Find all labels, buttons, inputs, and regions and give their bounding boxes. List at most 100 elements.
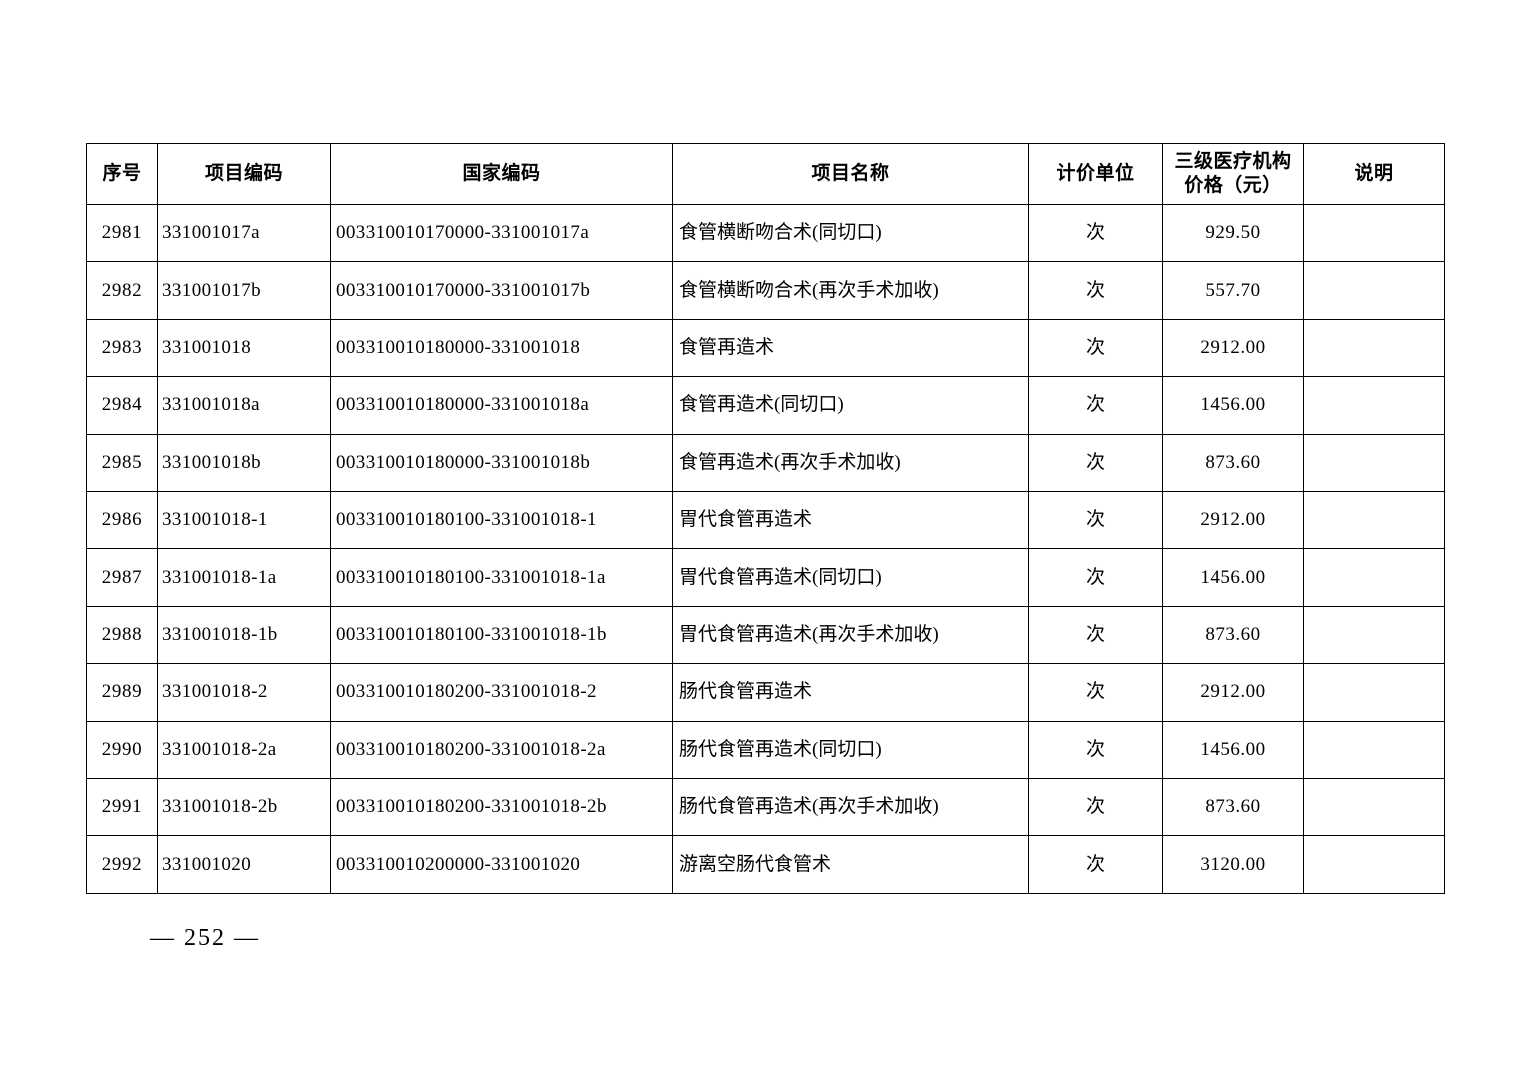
cell-item-name: 肠代食管再造术(同切口) <box>672 720 1029 779</box>
cell-price: 873.60 <box>1162 433 1304 492</box>
table-row: 2988 331001018-1b 003310010180100-33100101… <box>86 605 1445 665</box>
cell-item-code: 331001017b <box>157 261 331 320</box>
medical-price-table: 序号 项目编码 国家编码 项目名称 计价单位 三级医疗机构 价格（元） 说明 2… <box>86 143 1445 894</box>
table-header-row: 序号 项目编码 国家编码 项目名称 计价单位 三级医疗机构 价格（元） 说明 <box>86 143 1445 205</box>
cell-remark <box>1303 720 1445 779</box>
cell-price: 3120.00 <box>1162 835 1304 894</box>
cell-item-name: 食管横断吻合术(再次手术加收) <box>672 261 1029 320</box>
cell-unit: 次 <box>1028 835 1163 894</box>
cell-sequence: 2987 <box>86 548 158 607</box>
cell-price: 873.60 <box>1162 777 1304 837</box>
cell-price: 1456.00 <box>1162 548 1304 607</box>
cell-price: 873.60 <box>1162 605 1304 665</box>
table-row: 2984 331001018a 003310010180000-331001018a… <box>86 376 1445 435</box>
cell-item-name: 食管再造术(再次手术加收) <box>672 433 1029 492</box>
cell-unit: 次 <box>1028 433 1163 492</box>
cell-national-code: 003310010180000-331001018 <box>330 318 673 378</box>
column-header-price-line1: 三级医疗机构 <box>1174 150 1292 173</box>
cell-sequence: 2991 <box>86 777 158 837</box>
cell-national-code: 003310010180200-331001018-2b <box>330 777 673 837</box>
cell-remark <box>1303 203 1445 263</box>
column-header-item-code: 项目编码 <box>157 143 331 205</box>
table-row: 2981 331001017a 003310010170000-331001017a… <box>86 203 1445 263</box>
cell-item-name: 胃代食管再造术(再次手术加收) <box>672 605 1029 665</box>
cell-item-code: 331001018a <box>157 376 331 435</box>
cell-remark <box>1303 318 1445 378</box>
cell-national-code: 003310010180000-331001018b <box>330 433 673 492</box>
cell-price: 929.50 <box>1162 203 1304 263</box>
cell-national-code: 003310010170000-331001017b <box>330 261 673 320</box>
cell-unit: 次 <box>1028 261 1163 320</box>
page-number: — 252 — <box>150 925 260 951</box>
cell-price: 2912.00 <box>1162 490 1304 550</box>
column-header-national-code: 国家编码 <box>330 143 673 205</box>
cell-price: 1456.00 <box>1162 720 1304 779</box>
cell-remark <box>1303 835 1445 894</box>
column-header-remark: 说明 <box>1303 143 1445 205</box>
cell-item-name: 胃代食管再造术 <box>672 490 1029 550</box>
cell-national-code: 003310010200000-331001020 <box>330 835 673 894</box>
cell-unit: 次 <box>1028 720 1163 779</box>
cell-sequence: 2984 <box>86 376 158 435</box>
cell-remark <box>1303 261 1445 320</box>
table-row: 2989 331001018-2 003310010180200-331001018… <box>86 663 1445 722</box>
table-row: 2991 331001018-2b 003310010180200-33100101… <box>86 777 1445 837</box>
cell-sequence: 2982 <box>86 261 158 320</box>
column-header-item-name: 项目名称 <box>672 143 1029 205</box>
cell-item-name: 食管再造术 <box>672 318 1029 378</box>
cell-item-code: 331001020 <box>157 835 331 894</box>
column-header-price: 三级医疗机构 价格（元） <box>1162 143 1304 205</box>
cell-national-code: 003310010170000-331001017a <box>330 203 673 263</box>
cell-unit: 次 <box>1028 605 1163 665</box>
table-row: 2986 331001018-1 003310010180100-331001018… <box>86 490 1445 550</box>
cell-item-code: 331001018-2b <box>157 777 331 837</box>
cell-unit: 次 <box>1028 663 1163 722</box>
cell-price: 2912.00 <box>1162 663 1304 722</box>
table-row: 2982 331001017b 003310010170000-331001017b… <box>86 261 1445 320</box>
cell-item-name: 肠代食管再造术 <box>672 663 1029 722</box>
cell-item-code: 331001018-2 <box>157 663 331 722</box>
cell-sequence: 2985 <box>86 433 158 492</box>
cell-item-code: 331001018-1 <box>157 490 331 550</box>
cell-item-code: 331001017a <box>157 203 331 263</box>
table-row: 2992 331001020 003310010200000-331001020 游离… <box>86 835 1445 894</box>
cell-remark <box>1303 433 1445 492</box>
cell-national-code: 003310010180100-331001018-1 <box>330 490 673 550</box>
table-body: 2981 331001017a 003310010170000-331001017a… <box>86 203 1445 894</box>
cell-national-code: 003310010180200-331001018-2 <box>330 663 673 722</box>
cell-item-code: 331001018-1b <box>157 605 331 665</box>
cell-sequence: 2989 <box>86 663 158 722</box>
column-header-unit: 计价单位 <box>1028 143 1163 205</box>
cell-price: 1456.00 <box>1162 376 1304 435</box>
table-row: 2990 331001018-2a 003310010180200-33100101… <box>86 720 1445 779</box>
cell-remark <box>1303 777 1445 837</box>
cell-item-code: 331001018b <box>157 433 331 492</box>
table-header: 序号 项目编码 国家编码 项目名称 计价单位 三级医疗机构 价格（元） 说明 <box>86 143 1445 205</box>
cell-price: 2912.00 <box>1162 318 1304 378</box>
cell-unit: 次 <box>1028 203 1163 263</box>
cell-sequence: 2988 <box>86 605 158 665</box>
cell-national-code: 003310010180200-331001018-2a <box>330 720 673 779</box>
cell-item-code: 331001018-2a <box>157 720 331 779</box>
table-row: 2983 331001018 003310010180000-331001018 食管… <box>86 318 1445 378</box>
cell-remark <box>1303 490 1445 550</box>
column-header-sequence: 序号 <box>86 143 158 205</box>
cell-sequence: 2986 <box>86 490 158 550</box>
cell-sequence: 2981 <box>86 203 158 263</box>
cell-national-code: 003310010180100-331001018-1b <box>330 605 673 665</box>
cell-remark <box>1303 376 1445 435</box>
cell-unit: 次 <box>1028 548 1163 607</box>
cell-national-code: 003310010180000-331001018a <box>330 376 673 435</box>
cell-unit: 次 <box>1028 376 1163 435</box>
cell-item-code: 331001018 <box>157 318 331 378</box>
cell-item-name: 游离空肠代食管术 <box>672 835 1029 894</box>
cell-unit: 次 <box>1028 318 1163 378</box>
cell-remark <box>1303 605 1445 665</box>
cell-unit: 次 <box>1028 777 1163 837</box>
cell-item-name: 食管再造术(同切口) <box>672 376 1029 435</box>
cell-national-code: 003310010180100-331001018-1a <box>330 548 673 607</box>
cell-sequence: 2992 <box>86 835 158 894</box>
table-row: 2985 331001018b 003310010180000-331001018b… <box>86 433 1445 492</box>
cell-item-name: 肠代食管再造术(再次手术加收) <box>672 777 1029 837</box>
